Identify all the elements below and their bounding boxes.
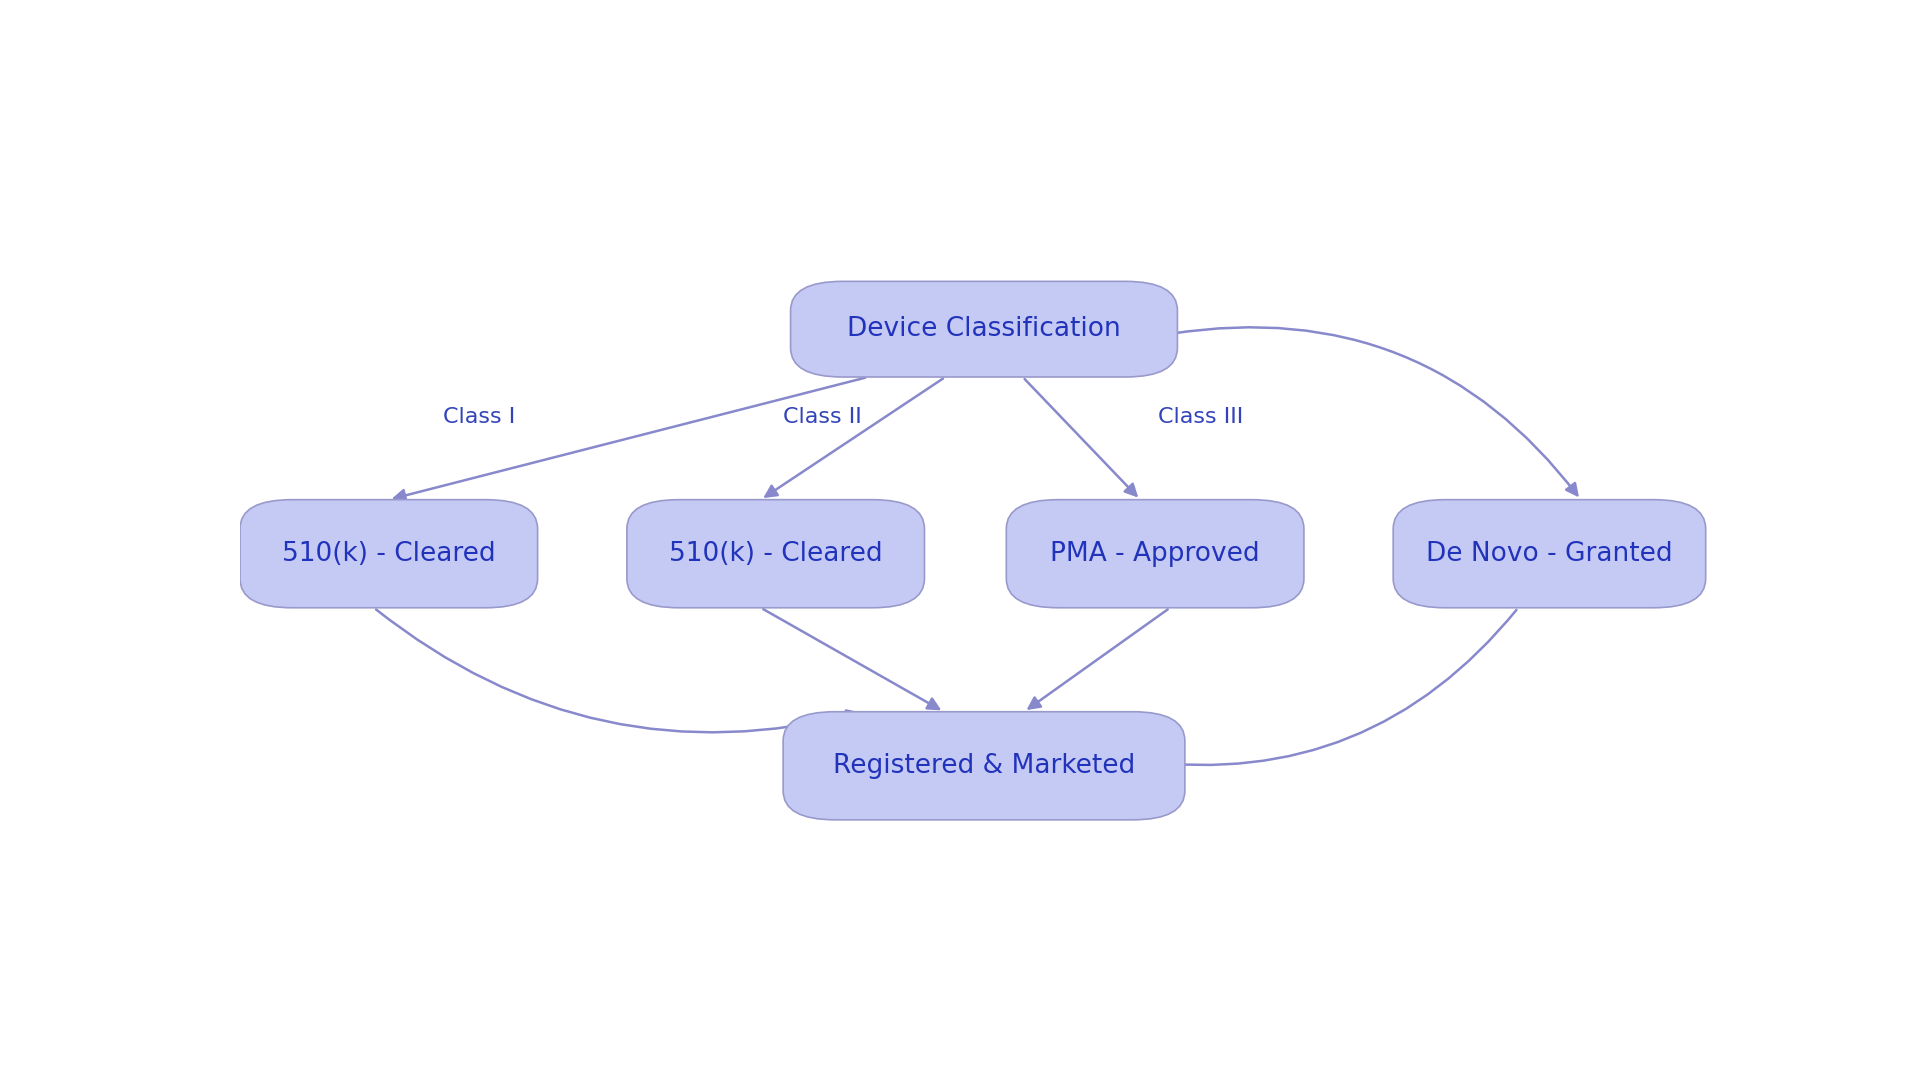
Text: De Novo - Granted: De Novo - Granted [1427,541,1672,567]
Text: Class II: Class II [783,406,862,427]
Text: 510(k) - Cleared: 510(k) - Cleared [282,541,495,567]
Text: 510(k) - Cleared: 510(k) - Cleared [668,541,883,567]
Text: PMA - Approved: PMA - Approved [1050,541,1260,567]
Text: Device Classification: Device Classification [847,316,1121,342]
FancyBboxPatch shape [791,282,1177,377]
FancyBboxPatch shape [626,500,925,608]
FancyBboxPatch shape [783,712,1185,820]
FancyBboxPatch shape [240,500,538,608]
Text: Registered & Marketed: Registered & Marketed [833,753,1135,779]
FancyBboxPatch shape [1394,500,1705,608]
FancyBboxPatch shape [1006,500,1304,608]
Text: Class III: Class III [1158,406,1244,427]
Text: Class I: Class I [444,406,515,427]
